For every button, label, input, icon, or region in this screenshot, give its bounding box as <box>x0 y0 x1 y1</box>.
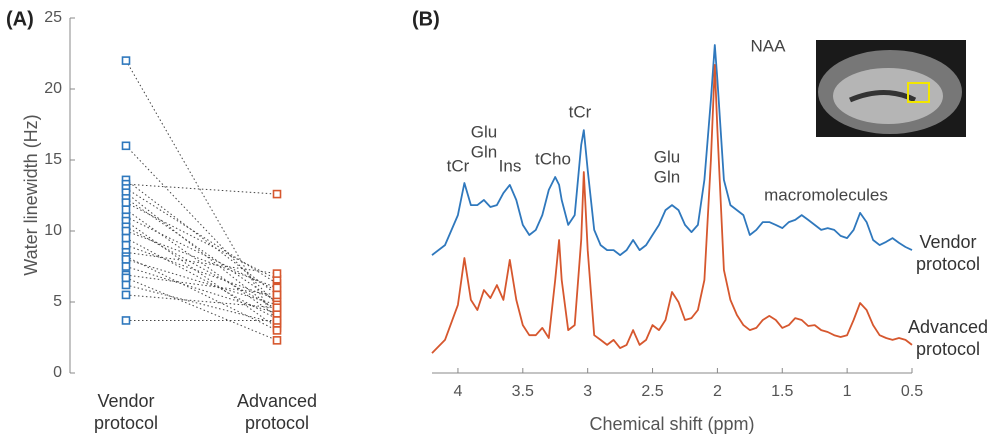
peak-label: tCho <box>535 149 571 168</box>
panel-label: (B) <box>412 8 440 30</box>
data-point <box>272 303 282 312</box>
pair-connector <box>125 294 278 309</box>
data-point <box>121 255 131 264</box>
data-point <box>121 290 131 300</box>
y-tick-label: 20 <box>44 80 62 97</box>
pair-connector <box>125 145 278 306</box>
peak-label: Ins <box>499 156 522 175</box>
pair-connector <box>125 274 278 296</box>
data-point <box>121 316 131 325</box>
data-point <box>272 189 282 199</box>
data-point <box>121 141 131 151</box>
pair-connector <box>125 230 278 289</box>
peak-label: Glu <box>471 122 497 141</box>
pair-connector <box>125 60 278 324</box>
pair-connector <box>125 179 278 296</box>
x-tick-label: 4 <box>453 383 462 400</box>
peak-label: tCr <box>447 156 470 175</box>
peak-label: Gln <box>654 167 680 186</box>
data-point <box>121 226 131 236</box>
data-point <box>272 269 282 278</box>
x-tick-label: 2.5 <box>641 383 663 400</box>
y-axis-label: Water linewidth (Hz) <box>21 114 41 275</box>
data-point <box>121 262 131 271</box>
x-tick-label: 1 <box>843 383 852 400</box>
pair-connector <box>125 258 278 306</box>
peak-label: Glu <box>654 147 680 166</box>
pair-connector <box>125 237 278 320</box>
x-tick-label: 3 <box>583 383 592 400</box>
data-point <box>121 280 131 290</box>
data-point <box>272 290 282 300</box>
pair-connector <box>125 183 278 195</box>
x-tick-label: 0.5 <box>901 383 923 400</box>
x-tick-label: Vendor protocol <box>93 391 159 433</box>
data-point <box>121 205 131 214</box>
data-point <box>121 273 131 283</box>
data-point <box>121 56 131 65</box>
x-tick-label: 3.5 <box>512 383 534 400</box>
pair-connector <box>125 277 278 341</box>
pair-connector <box>125 244 278 300</box>
y-tick-label: 15 <box>44 151 62 168</box>
peak-label: tCr <box>569 102 592 121</box>
pair-connector <box>125 202 278 280</box>
x-tick-label: 2 <box>713 383 722 400</box>
data-point <box>272 326 282 335</box>
x-axis-label: Chemical shift (ppm) <box>589 414 754 434</box>
data-point <box>121 233 131 243</box>
voxel-box <box>907 82 930 103</box>
peak-label: macromolecules <box>764 185 888 204</box>
pair-connector <box>125 220 278 328</box>
y-tick-label: 10 <box>44 222 62 239</box>
x-tick-label: Advanced protocol <box>236 391 318 433</box>
brain-white-matter <box>833 68 943 124</box>
pair-connector <box>125 216 278 292</box>
data-point <box>272 316 282 325</box>
pair-connector <box>125 187 278 284</box>
panel-label: (A) <box>6 8 34 30</box>
pair-connector <box>125 226 278 310</box>
y-tick-label: 25 <box>44 9 62 26</box>
peak-label: Gln <box>471 142 497 161</box>
spectrum-line <box>431 64 913 354</box>
data-point <box>272 336 282 345</box>
y-tick-label: 0 <box>53 364 62 381</box>
peak-label: NAA <box>751 36 787 55</box>
data-point <box>121 240 131 250</box>
series-label: Vendor protocol <box>915 232 981 274</box>
series-label: Advanced protocol <box>907 317 989 359</box>
x-tick-label: 1.5 <box>771 383 793 400</box>
corpus-callosum <box>849 90 917 103</box>
pair-connector <box>125 192 278 313</box>
pair-connector <box>125 266 278 314</box>
pair-connector <box>125 197 278 303</box>
pair-connector <box>125 251 278 275</box>
y-tick-label: 5 <box>53 293 62 310</box>
data-point <box>121 198 131 207</box>
pair-connector <box>125 256 278 331</box>
data-point <box>272 283 282 293</box>
spectrum-line <box>431 44 913 256</box>
